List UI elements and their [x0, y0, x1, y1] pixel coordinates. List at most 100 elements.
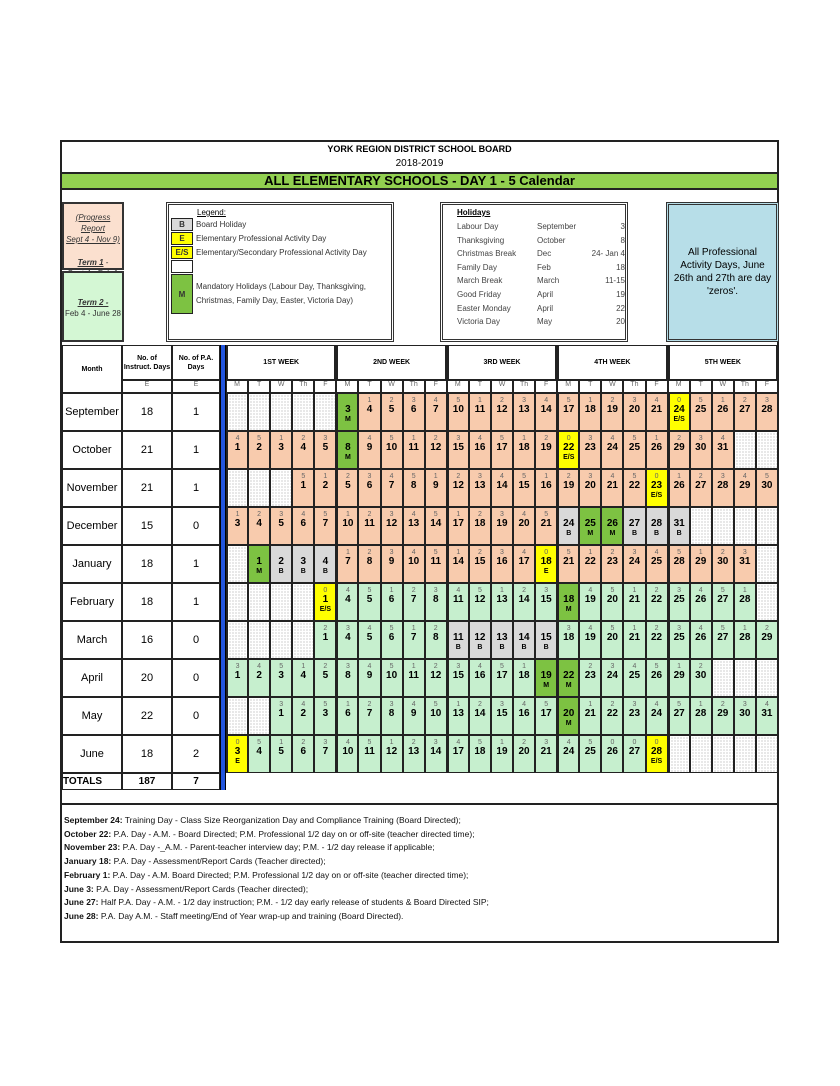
cycle-day: 1	[456, 701, 461, 708]
cycle-day: 1	[500, 739, 504, 746]
date: 23	[650, 480, 663, 491]
calendar-day: 5 22	[623, 469, 646, 507]
holiday-day: 22	[616, 303, 625, 313]
day-type-code: E/S	[650, 492, 663, 499]
date: 22	[563, 442, 575, 453]
calendar-day: 4 24	[645, 697, 668, 735]
date: 5	[322, 442, 329, 453]
calendar-day: 1 14	[446, 545, 469, 583]
calendar-day: 2 12	[424, 659, 447, 697]
date: 5	[278, 518, 284, 529]
date: 18	[518, 442, 530, 453]
col-header-pa-days: No. of P.A. Days	[172, 345, 220, 380]
cycle-day: 5	[764, 473, 769, 480]
calendar-day: 25 M	[579, 507, 602, 545]
calendar-day: 1 29	[689, 545, 712, 583]
calendar-day: 4 26	[689, 583, 712, 621]
no-school-cell	[689, 507, 712, 545]
no-school-cell	[292, 583, 315, 621]
date: 26	[650, 670, 663, 681]
calendar-day: 2 12	[424, 431, 447, 469]
weekday-header: Th	[402, 380, 425, 393]
cycle-day: 4	[522, 701, 527, 708]
calendar-day: 5 17	[490, 659, 514, 697]
calendar-day: 1 18	[579, 393, 602, 431]
calendar-day: 3 15	[490, 697, 514, 735]
day-type-code: M	[256, 568, 263, 575]
date: 7	[366, 708, 373, 719]
holiday-row: Good Friday April 19	[457, 290, 625, 300]
cycle-day: 2	[301, 435, 306, 442]
no-school-cell	[711, 735, 734, 773]
school-year: 2018-2019	[395, 158, 444, 169]
cycle-day: 5	[654, 663, 659, 670]
date: 20	[518, 518, 530, 529]
calendar-day: 5 20	[601, 583, 624, 621]
cycle-day: 2	[720, 549, 725, 556]
cycle-day: 1	[456, 511, 461, 518]
date: 19	[496, 518, 508, 529]
holiday-day: 11-15	[605, 276, 625, 286]
weekday-header: Th	[623, 380, 646, 393]
calendar-day: 3 25	[667, 583, 690, 621]
note-date: June 27:	[64, 897, 99, 908]
cycle-day: 1	[279, 435, 284, 442]
cycle-day: 1	[323, 473, 328, 480]
no-school-cell	[226, 621, 249, 659]
cycle-day: 1	[632, 587, 637, 594]
calendar-day: 5 21	[535, 507, 558, 545]
calendar-day: 2 30	[689, 659, 712, 697]
day-type-code: B	[631, 530, 637, 537]
blue-divider	[220, 345, 226, 790]
cycle-day: 5	[323, 511, 328, 518]
date: 10	[386, 670, 398, 681]
cycle-day: 1	[389, 739, 394, 746]
cycle-day: 1	[433, 473, 438, 480]
calendar-day: 1 26	[711, 393, 734, 431]
date: 9	[388, 556, 395, 567]
no-school-cell	[755, 583, 778, 621]
date: 10	[342, 518, 354, 529]
date: 22	[584, 556, 596, 567]
date: 7	[410, 594, 417, 605]
cycle-day: 3	[677, 625, 682, 632]
weekday-header: T	[579, 380, 602, 393]
cycle-day: 3	[279, 701, 284, 708]
holiday-row: Thanksgiving October 8	[457, 236, 625, 246]
cycle-day: 4	[367, 663, 372, 670]
cycle-day: 4	[301, 511, 306, 518]
cycle-day: 1	[456, 549, 461, 556]
day-type-code: E/S	[319, 606, 331, 613]
calendar-day: 3 20	[623, 393, 646, 431]
calendar-day: 5 30	[755, 469, 778, 507]
calendar-day: 2 14	[468, 697, 491, 735]
day-type-code: M	[587, 530, 594, 537]
holidays-list: Holidays Labour Day September 3 Thanksgivin…	[440, 202, 628, 342]
date: 29	[717, 708, 729, 719]
calendar-day: 0 18 E	[535, 545, 558, 583]
cycle-day: 1	[544, 473, 549, 480]
cycle-day: 0	[632, 739, 637, 746]
cycle-day: 4	[588, 587, 593, 594]
calendar-day: 2 23	[579, 659, 602, 697]
note-line: September 24: Training Day - Class Size …	[64, 814, 775, 828]
date: 19	[540, 442, 552, 453]
month-name: May	[62, 697, 122, 735]
note-text: P.A. Day - Assessment/Report Cards (Teac…	[111, 856, 326, 867]
cycle-day: 4	[235, 435, 240, 442]
date: 16	[540, 480, 552, 491]
date: 13	[474, 480, 486, 491]
cycle-day: 5	[389, 435, 394, 442]
no-school-cell	[270, 469, 293, 507]
cycle-day: 5	[367, 739, 372, 746]
cycle-day: 1	[411, 625, 416, 632]
calendar-day: 28 B	[645, 507, 668, 545]
date: 27	[739, 404, 751, 415]
cycle-day: 5	[632, 435, 637, 442]
